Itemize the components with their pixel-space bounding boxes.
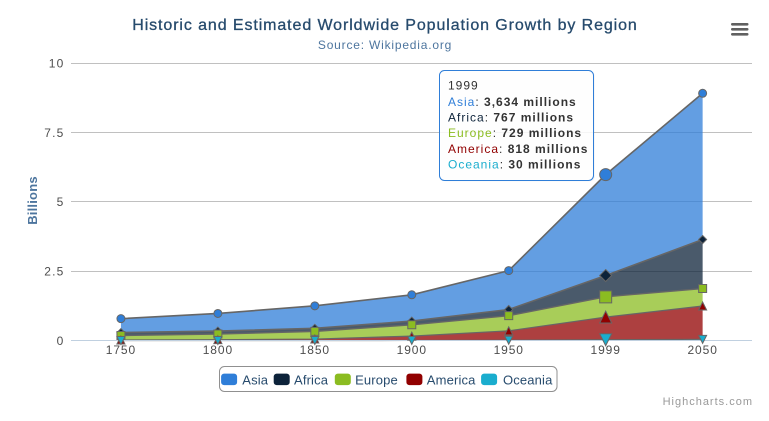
svg-text:Asia: 3,634 millions: Asia: 3,634 millions bbox=[448, 95, 577, 109]
svg-text:1999: 1999 bbox=[591, 343, 621, 357]
svg-text:Africa: Africa bbox=[294, 373, 329, 388]
svg-text:2050: 2050 bbox=[687, 343, 717, 357]
svg-text:2.5: 2.5 bbox=[44, 265, 64, 279]
svg-text:America: America bbox=[427, 373, 476, 388]
svg-text:Asia: Asia bbox=[242, 373, 269, 388]
svg-text:1800: 1800 bbox=[203, 343, 233, 357]
svg-text:Oceania: Oceania bbox=[503, 373, 553, 388]
svg-text:Highcharts.com: Highcharts.com bbox=[663, 396, 753, 408]
svg-text:0: 0 bbox=[57, 334, 65, 348]
svg-text:Historic and Estimated Worldwi: Historic and Estimated Worldwide Populat… bbox=[132, 17, 637, 34]
svg-text:Billions: Billions bbox=[25, 176, 40, 225]
svg-text:1750: 1750 bbox=[106, 343, 136, 357]
svg-text:1850: 1850 bbox=[300, 343, 330, 357]
svg-text:1999: 1999 bbox=[448, 79, 479, 93]
svg-text:7.5: 7.5 bbox=[44, 126, 64, 140]
svg-text:Source: Wikipedia.org: Source: Wikipedia.org bbox=[318, 38, 452, 52]
svg-text:Africa: 767 millions: Africa: 767 millions bbox=[448, 111, 574, 125]
svg-text:America: 818 millions: America: 818 millions bbox=[448, 142, 588, 156]
svg-text:10: 10 bbox=[49, 57, 65, 71]
svg-text:Europe: 729 millions: Europe: 729 millions bbox=[448, 126, 582, 140]
svg-text:Oceania: 30 millions: Oceania: 30 millions bbox=[448, 158, 581, 172]
svg-text:1950: 1950 bbox=[494, 343, 524, 357]
svg-text:Europe: Europe bbox=[355, 373, 398, 388]
svg-text:5: 5 bbox=[57, 195, 65, 209]
svg-text:1900: 1900 bbox=[397, 343, 427, 357]
